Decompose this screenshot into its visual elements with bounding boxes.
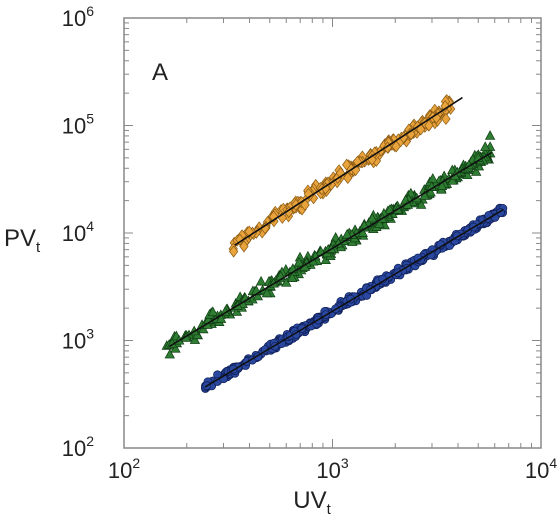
plot-frame <box>123 17 542 449</box>
y-axis-label: PVt <box>4 225 41 256</box>
ticks-layer <box>123 18 541 449</box>
y-tick-label: 103 <box>62 326 94 354</box>
data-point-triangle <box>427 173 438 183</box>
y-tick-label-exp: 5 <box>86 111 94 127</box>
y-axis-label-sub: t <box>36 239 41 256</box>
data-point-triangle <box>293 256 305 267</box>
y-tick-label: 105 <box>62 111 94 139</box>
data-point-diamond <box>440 100 450 113</box>
data-point-triangle <box>374 218 385 228</box>
data-point-diamond <box>228 245 239 258</box>
fit-line <box>234 96 463 246</box>
fit-line <box>204 208 504 388</box>
data-point-diamond <box>424 119 434 132</box>
data-point-triangle <box>164 348 175 359</box>
data-point-diamond <box>260 222 270 235</box>
data-point-triangle <box>261 287 273 298</box>
x-axis-label-base: UV <box>293 487 326 514</box>
y-tick-label: 104 <box>62 218 94 246</box>
x-tick-label: 102 <box>108 455 140 483</box>
data-point-diamond <box>244 225 254 238</box>
data-point-diamond <box>441 112 451 126</box>
y-tick-label-exp: 4 <box>86 218 94 234</box>
data-point-triangle <box>252 290 264 301</box>
y-tick-label-base: 10 <box>62 221 86 246</box>
y-tick-label-exp: 6 <box>86 3 94 19</box>
x-tick-label-base: 10 <box>525 458 549 483</box>
data-point-triangle <box>287 272 298 282</box>
y-tick-label-base: 10 <box>62 114 86 139</box>
data-point-diamond <box>239 240 249 253</box>
x-tick-label: 104 <box>525 455 557 483</box>
x-axis-label-sub: t <box>327 501 332 518</box>
x-tick-label-base: 10 <box>316 458 340 483</box>
data-point-diamond <box>300 198 310 211</box>
data-point-triangle <box>484 130 496 140</box>
x-tick-label-base: 10 <box>108 458 132 483</box>
data-point-triangle <box>341 229 353 239</box>
y-tick-label-exp: 3 <box>86 326 94 342</box>
x-tick-label-exp: 3 <box>341 455 349 471</box>
data-point-triangle <box>367 212 378 223</box>
data-point-triangle <box>215 313 227 323</box>
y-tick-label: 106 <box>62 3 94 31</box>
y-tick-label-base: 10 <box>62 329 86 354</box>
x-tick-label-exp: 2 <box>132 455 140 471</box>
data-point-triangle <box>480 141 491 151</box>
data-point-diamond <box>343 171 353 185</box>
data-point-triangle <box>470 166 482 176</box>
y-tick-label: 102 <box>62 433 94 461</box>
data-point-triangle <box>255 275 267 286</box>
data-points-layer <box>161 93 508 393</box>
y-axis-label-base: PV <box>4 225 36 252</box>
data-point-triangle <box>207 306 219 316</box>
y-tick-label-base: 10 <box>62 6 86 31</box>
x-tick-label: 103 <box>316 455 348 483</box>
data-point-triangle <box>447 175 458 185</box>
data-point-triangle <box>425 186 436 197</box>
y-tick-label-exp: 2 <box>86 433 94 449</box>
data-point-triangle <box>436 180 448 191</box>
y-tick-label-base: 10 <box>62 436 86 461</box>
fit-line <box>168 151 493 348</box>
fit-lines-layer <box>168 96 504 388</box>
panel-label: A <box>152 59 168 86</box>
x-tick-label-exp: 4 <box>549 455 557 471</box>
x-axis-label: UVt <box>293 487 331 518</box>
